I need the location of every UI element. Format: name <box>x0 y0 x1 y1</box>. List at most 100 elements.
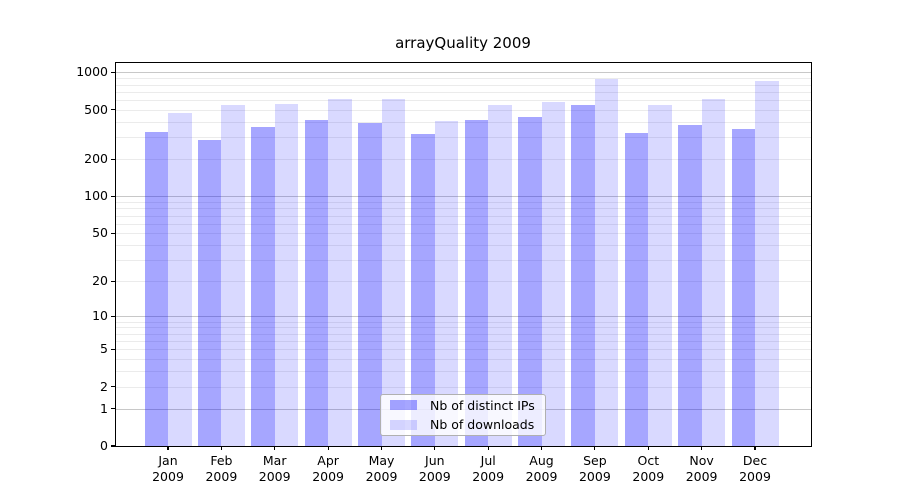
x-tick-mark <box>540 446 543 450</box>
bar-downloads <box>328 99 352 446</box>
y-tick-label: 1 <box>100 400 108 416</box>
bar-downloads <box>541 102 565 446</box>
x-tick-mark <box>220 446 222 450</box>
y-tick-mark <box>111 195 115 197</box>
y-tick-label: 500 <box>84 101 108 117</box>
gridline-minor <box>116 327 811 329</box>
x-tick-mark <box>594 446 596 450</box>
x-tick-label: Mar 2009 <box>258 453 291 484</box>
gridline-minor <box>116 137 811 139</box>
x-tick-label: Jan 2009 <box>152 453 184 484</box>
y-tick-mark <box>111 71 115 73</box>
x-tick-mark <box>754 446 756 450</box>
bar-downloads <box>381 99 405 446</box>
gridline-minor <box>116 121 811 123</box>
bar-downloads <box>274 104 299 446</box>
legend-entry-distinct-ips: Nb of distinct IPs <box>387 397 539 414</box>
bar-distinct-ips <box>518 116 542 446</box>
bar-distinct-ips <box>464 119 489 446</box>
x-tick-mark <box>274 446 276 450</box>
gridline-minor <box>116 202 811 204</box>
chart-title: arrayQuality 2009 <box>395 34 531 52</box>
x-tick-label: Aug 2009 <box>525 453 558 484</box>
bar-downloads <box>755 80 779 446</box>
gridline-minor <box>116 349 811 351</box>
gridline-minor <box>116 260 811 262</box>
gridline-minor <box>116 281 811 283</box>
y-tick-mark <box>111 348 115 350</box>
x-tick-label: Sep 2009 <box>578 453 611 484</box>
legend-label-distinct-ips: Nb of distinct IPs <box>430 397 535 413</box>
x-tick-label: Jul 2009 <box>472 453 505 484</box>
bar-distinct-ips <box>411 133 435 446</box>
gridline-minor <box>116 245 811 247</box>
gridline-minor <box>116 208 811 210</box>
legend-label-downloads: Nb of downloads <box>430 417 535 433</box>
bar-downloads <box>168 112 192 446</box>
y-tick-label: 100 <box>84 188 108 204</box>
y-tick-label: 2 <box>100 378 108 394</box>
gridline-minor <box>116 223 811 225</box>
gridline-minor <box>116 91 811 93</box>
y-tick-mark <box>111 232 115 234</box>
plot-area: 0 1 2 5 10 20 50 100 200 500 1000 Jan 2009 Feb 2009 Ma… <box>76 62 812 484</box>
y-tick-mark <box>111 445 115 447</box>
bar-distinct-ips <box>304 119 329 446</box>
gridline-minor <box>116 233 811 235</box>
y-tick-label: 1000 <box>76 64 108 80</box>
gridline-minor <box>116 321 811 323</box>
y-tick-label: 5 <box>100 341 108 357</box>
bar-downloads <box>701 98 726 446</box>
x-tick-mark <box>434 446 436 450</box>
legend-swatch-downloads <box>390 419 417 430</box>
y-tick-label: 50 <box>92 225 108 241</box>
bar-distinct-ips <box>144 132 168 446</box>
y-tick-label: 20 <box>92 273 108 289</box>
gridline-major <box>116 316 811 318</box>
x-tick-label: May 2009 <box>365 453 398 484</box>
x-tick-mark <box>647 446 649 450</box>
gridline-minor <box>116 340 811 342</box>
y-tick-label: 200 <box>84 151 108 167</box>
bar-distinct-ips <box>571 104 595 446</box>
y-tick-mark <box>111 407 115 410</box>
y-tick-mark <box>111 386 115 388</box>
bar-downloads <box>648 105 672 446</box>
bar-distinct-ips <box>358 123 382 446</box>
x-tick-label: Jun 2009 <box>418 453 451 484</box>
gridline-minor <box>116 159 811 161</box>
x-tick-label: Oct 2009 <box>632 453 665 484</box>
x-tick-mark <box>327 446 329 450</box>
bar-downloads <box>594 79 619 446</box>
y-tick-mark <box>111 315 115 317</box>
x-tick-label: Nov 2009 <box>685 453 718 484</box>
y-tick-label: 0 <box>100 438 108 453</box>
legend-entry-downloads: Nb of downloads <box>387 417 539 434</box>
y-tick-mark <box>111 109 115 111</box>
x-tick-mark <box>487 446 489 450</box>
bar-downloads <box>221 104 245 446</box>
gridline-major <box>116 196 811 198</box>
legend: Nb of distinct IPs Nb of downloads <box>380 394 546 436</box>
x-tick-label: Feb 2009 <box>205 453 238 484</box>
gridline-minor <box>116 84 811 86</box>
bar-distinct-ips <box>251 126 275 446</box>
x-tick-mark <box>167 446 169 450</box>
gridline-minor <box>116 333 811 335</box>
gridline-minor <box>116 371 811 372</box>
x-tick-mark <box>701 446 703 450</box>
x-tick-mark <box>380 446 383 450</box>
y-tick-mark <box>111 280 115 282</box>
gridline-minor <box>116 100 811 101</box>
bar-downloads <box>434 120 459 446</box>
x-tick-label: Dec 2009 <box>739 453 771 484</box>
gridline-minor <box>116 359 811 360</box>
legend-swatch-distinct-ips <box>390 400 417 411</box>
bar-distinct-ips <box>197 140 222 446</box>
gridline-minor <box>116 386 811 388</box>
gridline-minor <box>116 109 811 111</box>
bar-distinct-ips <box>731 129 755 446</box>
gridline-minor <box>116 78 811 80</box>
x-tick-label: Apr 2009 <box>312 453 344 484</box>
